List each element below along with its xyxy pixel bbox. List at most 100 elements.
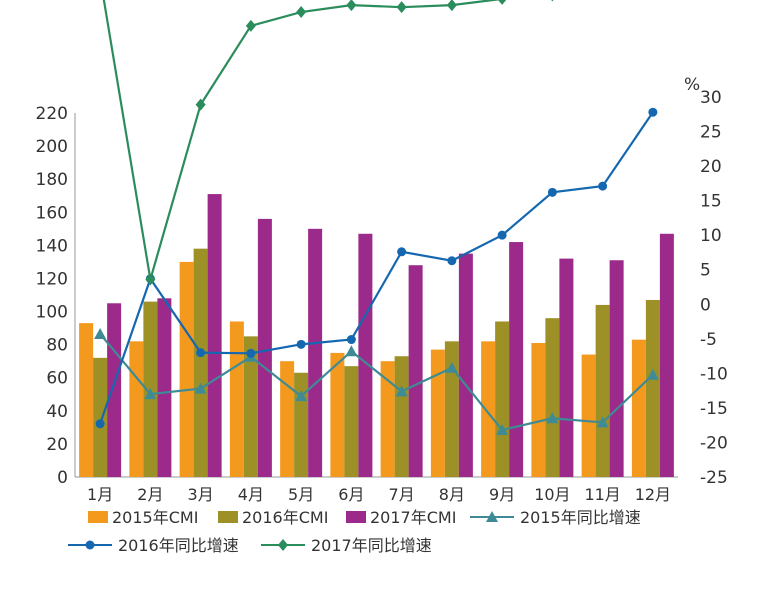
- legend: 2015年CMI 2016年CMI 2017年CMI 2015年同比增速 2016年同比…: [68, 508, 641, 555]
- legend-swatch: [88, 511, 108, 523]
- line-point: [194, 382, 207, 394]
- bar: [280, 361, 295, 477]
- x-tick-label: 12月: [635, 485, 671, 504]
- left-tick-label: 160: [36, 203, 68, 223]
- bar: [257, 218, 272, 477]
- bar: [308, 228, 323, 477]
- left-tick-label: 80: [46, 336, 68, 356]
- line-point: [598, 181, 608, 191]
- line-point: [94, 327, 107, 339]
- line-point: [497, 230, 507, 240]
- line-point: [346, 0, 357, 12]
- left-axis-ticks: 0 20 40 60 80 100 120 140 160 180 200 220: [36, 104, 68, 488]
- legend-swatch: [346, 511, 366, 523]
- bar: [380, 361, 395, 477]
- series-line: [99, 333, 654, 432]
- series-line: [102, 0, 503, 280]
- bar: [645, 299, 660, 477]
- right-axis-unit: %: [684, 75, 700, 95]
- line-point: [296, 339, 306, 349]
- legend-label: 2017年CMI: [370, 508, 456, 527]
- right-tick-label: -15: [700, 399, 728, 419]
- bars-layer: [79, 194, 674, 477]
- bar: [509, 242, 524, 477]
- line-point: [496, 424, 509, 436]
- bar: [294, 372, 309, 477]
- bar: [193, 248, 208, 477]
- line-point: [498, 0, 507, 5]
- line-point: [345, 345, 358, 357]
- left-tick-label: 220: [36, 104, 68, 124]
- right-tick-label: 15: [700, 192, 722, 212]
- line-point: [596, 416, 609, 428]
- bar: [581, 354, 596, 477]
- left-tick-label: 40: [46, 402, 68, 422]
- bar: [631, 339, 646, 477]
- bar: [358, 233, 373, 477]
- left-tick-label: 200: [36, 137, 68, 157]
- right-tick-label: 25: [700, 123, 722, 143]
- right-tick-label: -25: [700, 468, 728, 488]
- x-tick-label: 9月: [489, 485, 515, 504]
- left-tick-label: 20: [46, 435, 68, 455]
- line-point: [397, 247, 407, 257]
- right-tick-label: 0: [700, 295, 711, 315]
- left-tick-label: 140: [36, 236, 68, 256]
- left-tick-label: 60: [46, 369, 68, 389]
- line-point: [246, 348, 256, 358]
- bar: [229, 321, 244, 477]
- bar: [93, 357, 108, 477]
- bar: [107, 303, 122, 477]
- bar: [609, 260, 624, 477]
- right-tick-label: 10: [700, 226, 722, 246]
- line-point: [445, 361, 458, 373]
- line-point: [195, 98, 206, 111]
- x-tick-label: 10月: [534, 485, 570, 504]
- bar: [659, 233, 674, 477]
- x-tick-label: 3月: [188, 485, 214, 504]
- line-point: [278, 539, 288, 551]
- line-point: [145, 273, 156, 286]
- legend-label: 2016年CMI: [242, 508, 328, 527]
- bar: [330, 352, 345, 477]
- bar: [344, 366, 359, 477]
- line-point: [648, 107, 658, 117]
- right-tick-label: -5: [700, 330, 717, 350]
- line-point: [646, 368, 659, 380]
- legend-label: 2016年同比增速: [118, 536, 239, 555]
- x-tick-label: 1月: [87, 485, 113, 504]
- line-point: [486, 511, 498, 522]
- bar: [545, 318, 560, 477]
- line-point: [447, 256, 457, 266]
- bar: [207, 194, 222, 477]
- legend-label: 2015年CMI: [112, 508, 198, 527]
- right-tick-label: 5: [700, 261, 711, 281]
- bar: [243, 336, 258, 477]
- x-tick-label: 8月: [439, 485, 465, 504]
- line-point: [546, 412, 559, 424]
- left-tick-label: 120: [36, 269, 68, 289]
- bar: [495, 321, 510, 477]
- right-tick-label: -20: [700, 433, 728, 453]
- right-tick-label: 30: [700, 88, 722, 108]
- bar: [531, 342, 546, 477]
- bar: [129, 341, 144, 477]
- bar: [430, 349, 445, 477]
- x-tick-label: 6月: [338, 485, 364, 504]
- x-tick-label: 11月: [584, 485, 620, 504]
- x-tick-label: 2月: [137, 485, 163, 504]
- line-point: [245, 19, 256, 32]
- right-tick-label: -10: [700, 364, 728, 384]
- line-point: [196, 348, 206, 358]
- legend-label: 2015年同比增速: [520, 508, 641, 527]
- x-tick-label: 7月: [389, 485, 415, 504]
- line-point: [295, 390, 308, 402]
- left-tick-label: 100: [36, 303, 68, 323]
- bar: [559, 258, 574, 477]
- x-tick-label: 5月: [288, 485, 314, 504]
- left-tick-label: 180: [36, 170, 68, 190]
- line-point: [396, 1, 407, 14]
- x-tick-label: 4月: [238, 485, 264, 504]
- right-axis-ticks: -25 -20 -15 -10 -5 0 5 10 15 20 25 30: [700, 88, 728, 488]
